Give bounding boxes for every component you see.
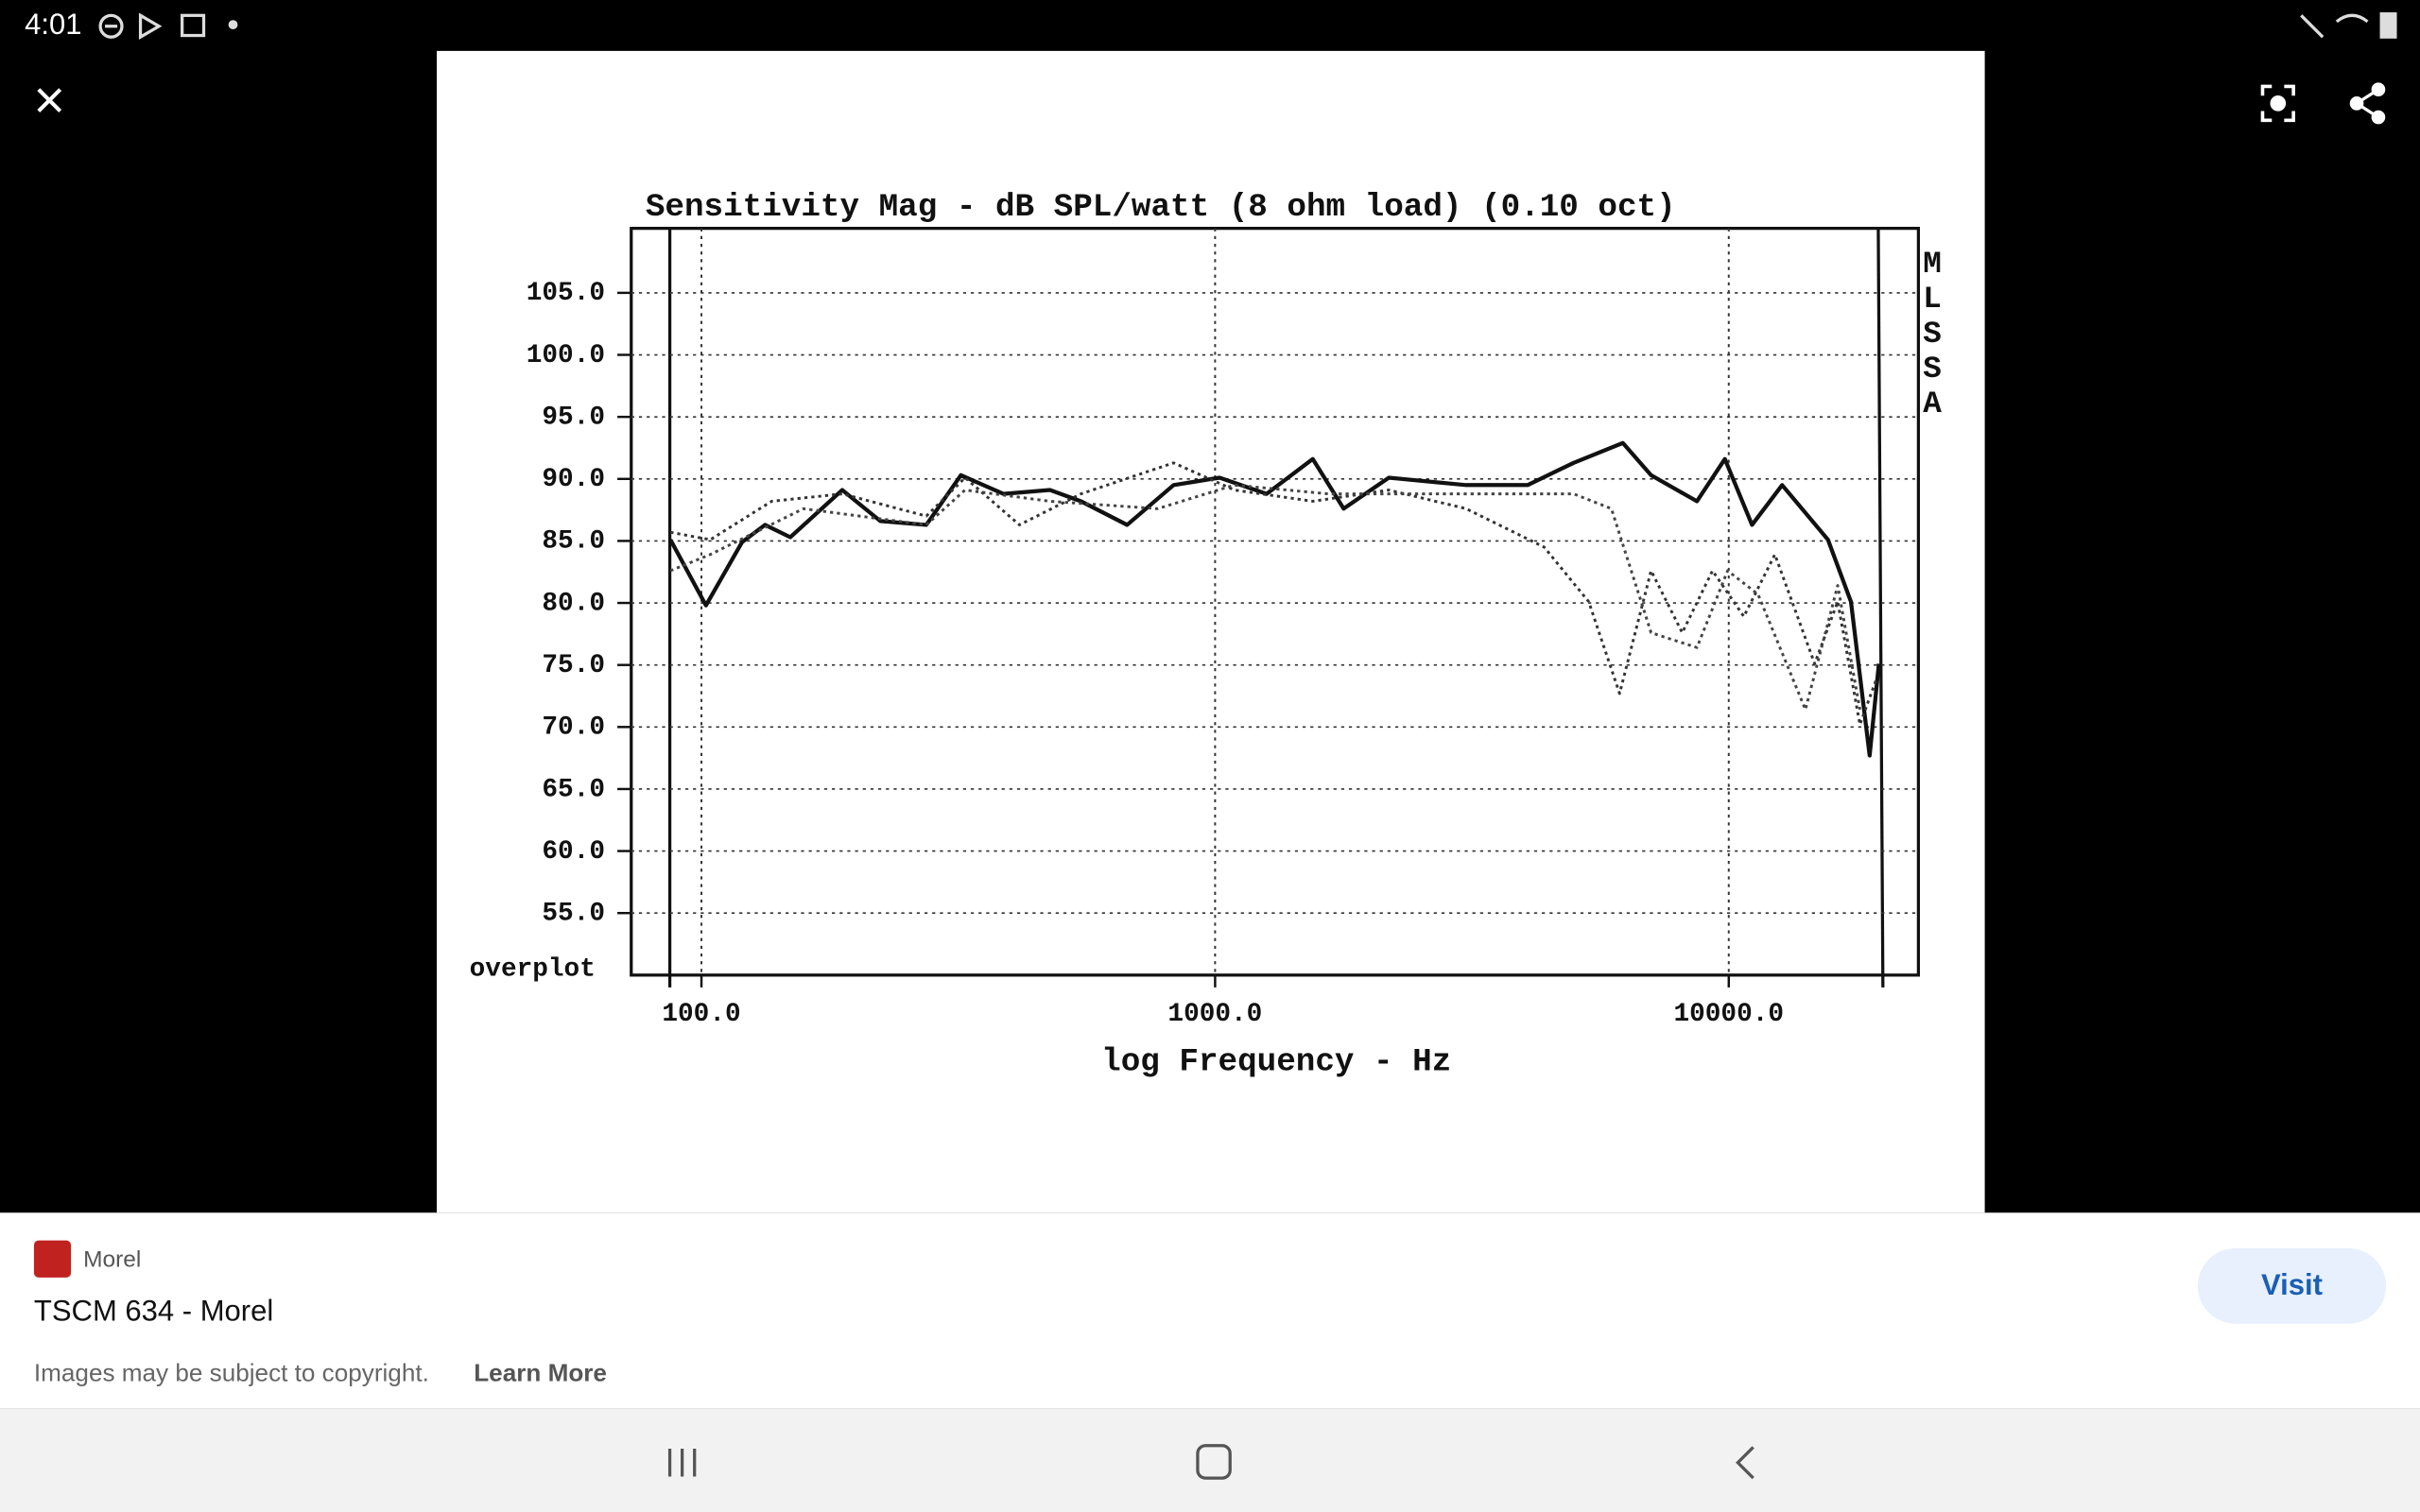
y-tick-label: 105.0	[527, 279, 605, 308]
copyright-notice: Images may be subject to copyright.	[34, 1359, 429, 1387]
corner-label: overplot	[470, 955, 596, 985]
image-title[interactable]: TSCM 634 - Morel	[34, 1295, 273, 1328]
learn-more-link[interactable]: Learn More	[474, 1359, 607, 1387]
source-panel	[0, 1212, 2420, 1409]
status-icons	[98, 12, 2397, 41]
y-tick-label: 100.0	[527, 341, 605, 370]
chart-title: Sensitivity Mag - dB SPL/watt (8 ohm loa…	[646, 189, 1676, 226]
lens-button[interactable]	[2260, 84, 2295, 123]
close-button[interactable]	[37, 88, 62, 112]
y-tick-label: 85.0	[542, 527, 605, 557]
y-tick-label: 60.0	[542, 837, 605, 867]
x-tick-label: 10000.0	[1673, 1000, 1784, 1029]
y-tick-label: 55.0	[542, 900, 605, 929]
plot-frame	[630, 227, 1921, 977]
y-tick-label: 70.0	[542, 713, 605, 743]
nav-buttons[interactable]	[667, 1444, 1754, 1480]
side-label: MLSSA	[1915, 247, 1950, 421]
site-name: Morel	[83, 1246, 141, 1272]
series-line	[669, 461, 1878, 727]
y-tick-label: 90.0	[542, 465, 605, 494]
visit-label[interactable]: Visit	[2261, 1268, 2323, 1301]
status-time: 4:01	[25, 8, 81, 41]
chart-image	[437, 50, 1985, 1213]
y-tick-label: 65.0	[542, 775, 605, 804]
chart: Sensitivity Mag - dB SPL/watt (8 ohm loa…	[470, 189, 1950, 1080]
y-tick-label: 95.0	[542, 403, 605, 432]
visit-button[interactable]	[2197, 1247, 2387, 1324]
series-line	[669, 483, 1861, 712]
frame-line	[1876, 228, 1885, 988]
x-tick-label: 100.0	[662, 1000, 740, 1029]
x-tick-label: 1000.0	[1167, 1000, 1262, 1029]
nav-bar	[0, 1408, 2420, 1512]
site-logo	[33, 1240, 72, 1278]
share-button[interactable]	[2349, 82, 2386, 125]
y-tick-label: 80.0	[542, 589, 605, 618]
y-tick-label: 75.0	[542, 651, 605, 680]
x-axis-label: log Frequency - Hz	[1101, 1043, 1451, 1080]
